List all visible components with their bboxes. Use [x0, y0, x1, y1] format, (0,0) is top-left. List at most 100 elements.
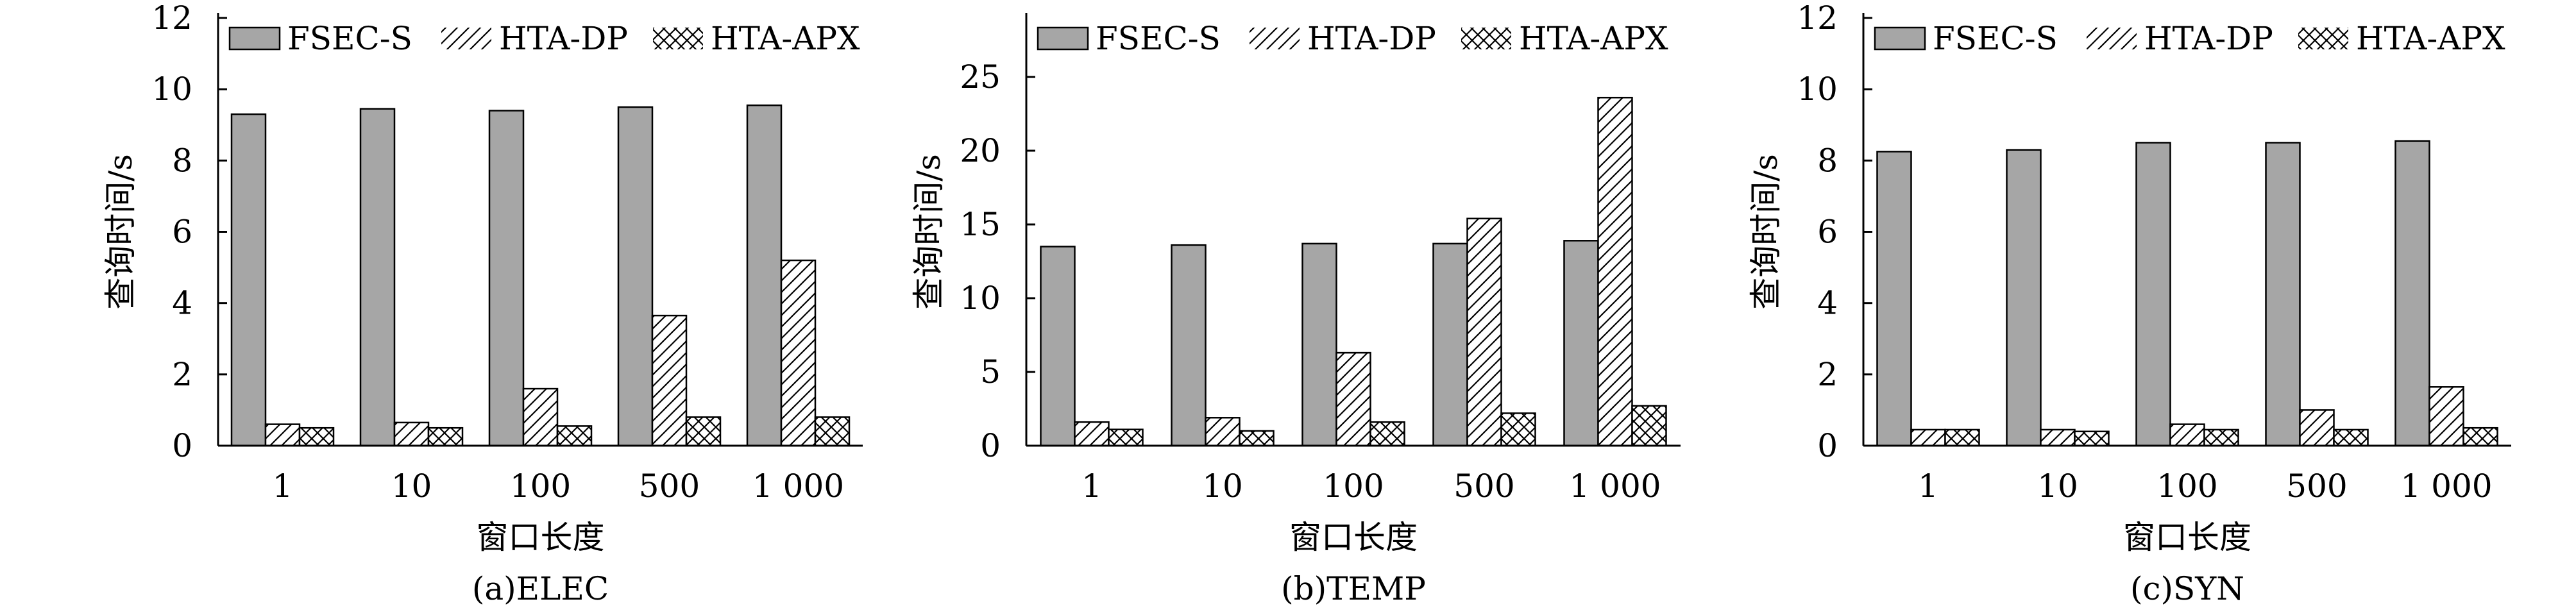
y-tick-label: 20 — [960, 132, 1001, 169]
legend-item-hta-dp: HTA-DP — [2087, 20, 2273, 57]
y-tick-label: 10 — [1797, 71, 1838, 108]
legend-item-hta-apx: HTA-APX — [2298, 20, 2505, 57]
bar-hta-apx-2 — [427, 426, 464, 447]
y-tick-label: 2 — [1817, 356, 1838, 393]
legend: FSEC-S HTA-DP HTA-APX — [1874, 20, 2505, 57]
y-tick-label: 12 — [1797, 0, 1838, 37]
x-tick-label: 500 — [1453, 467, 1514, 505]
x-axis-label: 窗口长度 — [2123, 519, 2251, 556]
chart-caption: (a)ELEC — [472, 570, 609, 606]
x-axis-label: 窗口长度 — [1289, 519, 1418, 556]
legend-swatch — [653, 28, 703, 49]
legend-item-fsec-s: FSEC-S — [1037, 20, 1221, 57]
x-tick-label: 500 — [639, 467, 700, 505]
y-tick-label: 2 — [172, 356, 192, 393]
x-tick-label: 1 000 — [1569, 467, 1661, 505]
legend-item-hta-dp: HTA-DP — [441, 20, 628, 57]
bar-fsec-s-2 — [2006, 149, 2042, 447]
legend-label: FSEC-S — [1933, 20, 2058, 57]
chart-caption: (b)TEMP — [1281, 570, 1426, 606]
bar-fsec-s-2 — [359, 108, 396, 447]
bar-fsec-s-3 — [488, 110, 525, 447]
bar-fsec-s-2 — [1171, 244, 1207, 447]
chart-caption: (c)SYN — [2130, 570, 2244, 606]
x-tick-label: 1 — [1918, 467, 1938, 505]
legend-swatch — [1037, 26, 1089, 51]
x-tick-label: 100 — [2157, 467, 2217, 505]
legend: FSEC-S HTA-DP HTA-APX — [1037, 20, 1668, 57]
bar-hta-dp-5 — [1597, 96, 1633, 447]
bar-fsec-s-3 — [2135, 142, 2171, 447]
bar-hta-apx-4 — [2333, 428, 2369, 447]
legend-label: HTA-DP — [1307, 20, 1436, 57]
bar-fsec-s-1 — [1040, 246, 1076, 447]
x-tick-label: 1 000 — [752, 467, 844, 505]
y-tick-label: 5 — [980, 353, 1001, 391]
legend-item-fsec-s: FSEC-S — [1874, 20, 2058, 57]
bar-hta-apx-2 — [1239, 430, 1275, 447]
bar-hta-dp-4 — [1466, 217, 1502, 447]
bar-hta-dp-2 — [393, 421, 430, 447]
bar-hta-dp-1 — [1074, 421, 1110, 447]
bar-hta-dp-3 — [2169, 423, 2205, 447]
y-tick-label: 0 — [1817, 427, 1838, 464]
bar-hta-apx-1 — [1108, 428, 1144, 447]
bar-hta-dp-5 — [780, 259, 817, 447]
bar-fsec-s-4 — [617, 106, 654, 447]
legend: FSEC-S HTA-DP HTA-APX — [228, 20, 860, 57]
y-tick-label: 10 — [151, 71, 192, 108]
bar-hta-apx-4 — [685, 416, 722, 447]
bar-hta-apx-3 — [556, 425, 593, 447]
y-tick-label: 15 — [960, 206, 1001, 243]
legend-label: FSEC-S — [287, 20, 412, 57]
bar-hta-dp-4 — [2299, 409, 2335, 447]
y-tick-label: 4 — [1817, 285, 1838, 322]
y-tick-label: 6 — [1817, 214, 1838, 251]
legend-label: FSEC-S — [1096, 20, 1221, 57]
bar-fsec-s-5 — [1563, 240, 1599, 447]
legend-label: HTA-DP — [2144, 20, 2273, 57]
y-tick-label: 4 — [172, 285, 192, 322]
bar-hta-dp-3 — [1335, 351, 1371, 447]
x-tick-label: 1 — [273, 467, 293, 505]
legend-swatch — [441, 28, 491, 49]
bar-fsec-s-4 — [2265, 142, 2301, 447]
x-tick-label: 100 — [1323, 467, 1384, 505]
x-tick-label: 1 — [1081, 467, 1102, 505]
y-tick-label: 10 — [960, 280, 1001, 317]
bar-hta-apx-4 — [1500, 412, 1536, 447]
bar-fsec-s-5 — [2394, 140, 2430, 447]
x-tick-label: 10 — [391, 467, 432, 505]
y-tick-label: 12 — [151, 0, 192, 37]
legend-swatch — [2298, 28, 2348, 49]
x-tick-label: 10 — [2037, 467, 2078, 505]
legend-label: HTA-APX — [711, 20, 860, 57]
x-tick-label: 1 000 — [2400, 467, 2492, 505]
bar-hta-apx-5 — [2462, 426, 2498, 447]
y-tick-label: 8 — [172, 142, 192, 179]
legend-item-hta-apx: HTA-APX — [1461, 20, 1668, 57]
bar-fsec-s-1 — [1876, 151, 1912, 447]
y-tick-label: 0 — [980, 427, 1001, 464]
bar-hta-dp-4 — [651, 314, 688, 447]
bar-hta-dp-1 — [264, 423, 301, 447]
legend-item-fsec-s: FSEC-S — [228, 20, 412, 57]
bar-fsec-s-4 — [1432, 242, 1468, 447]
bar-hta-apx-3 — [1369, 421, 1405, 447]
bar-hta-apx-1 — [298, 426, 335, 447]
y-axis-label: 查询时间/s — [910, 154, 947, 310]
chart-1: 0 2 4 6 8 10 12 1 10 100 500 1 000 窗口长度 (a)ELEC 查询时间/s… — [102, 0, 863, 606]
bar-hta-apx-2 — [2074, 430, 2110, 447]
legend-swatch — [1461, 28, 1511, 49]
bar-hta-dp-1 — [1910, 428, 1946, 447]
bar-hta-apx-5 — [1631, 405, 1667, 447]
bar-hta-apx-3 — [2203, 428, 2239, 447]
bar-hta-dp-2 — [2040, 428, 2076, 447]
x-tick-label: 500 — [2286, 467, 2347, 505]
legend-label: HTA-APX — [1519, 20, 1668, 57]
x-tick-label: 100 — [510, 467, 571, 505]
chart-2: 0 5 10 15 20 25 1 10 100 500 1 000 窗口长度 (b)TEMP 查询时间/… — [910, 13, 1681, 606]
x-tick-label: 10 — [1202, 467, 1243, 505]
bar-hta-apx-5 — [814, 416, 851, 447]
